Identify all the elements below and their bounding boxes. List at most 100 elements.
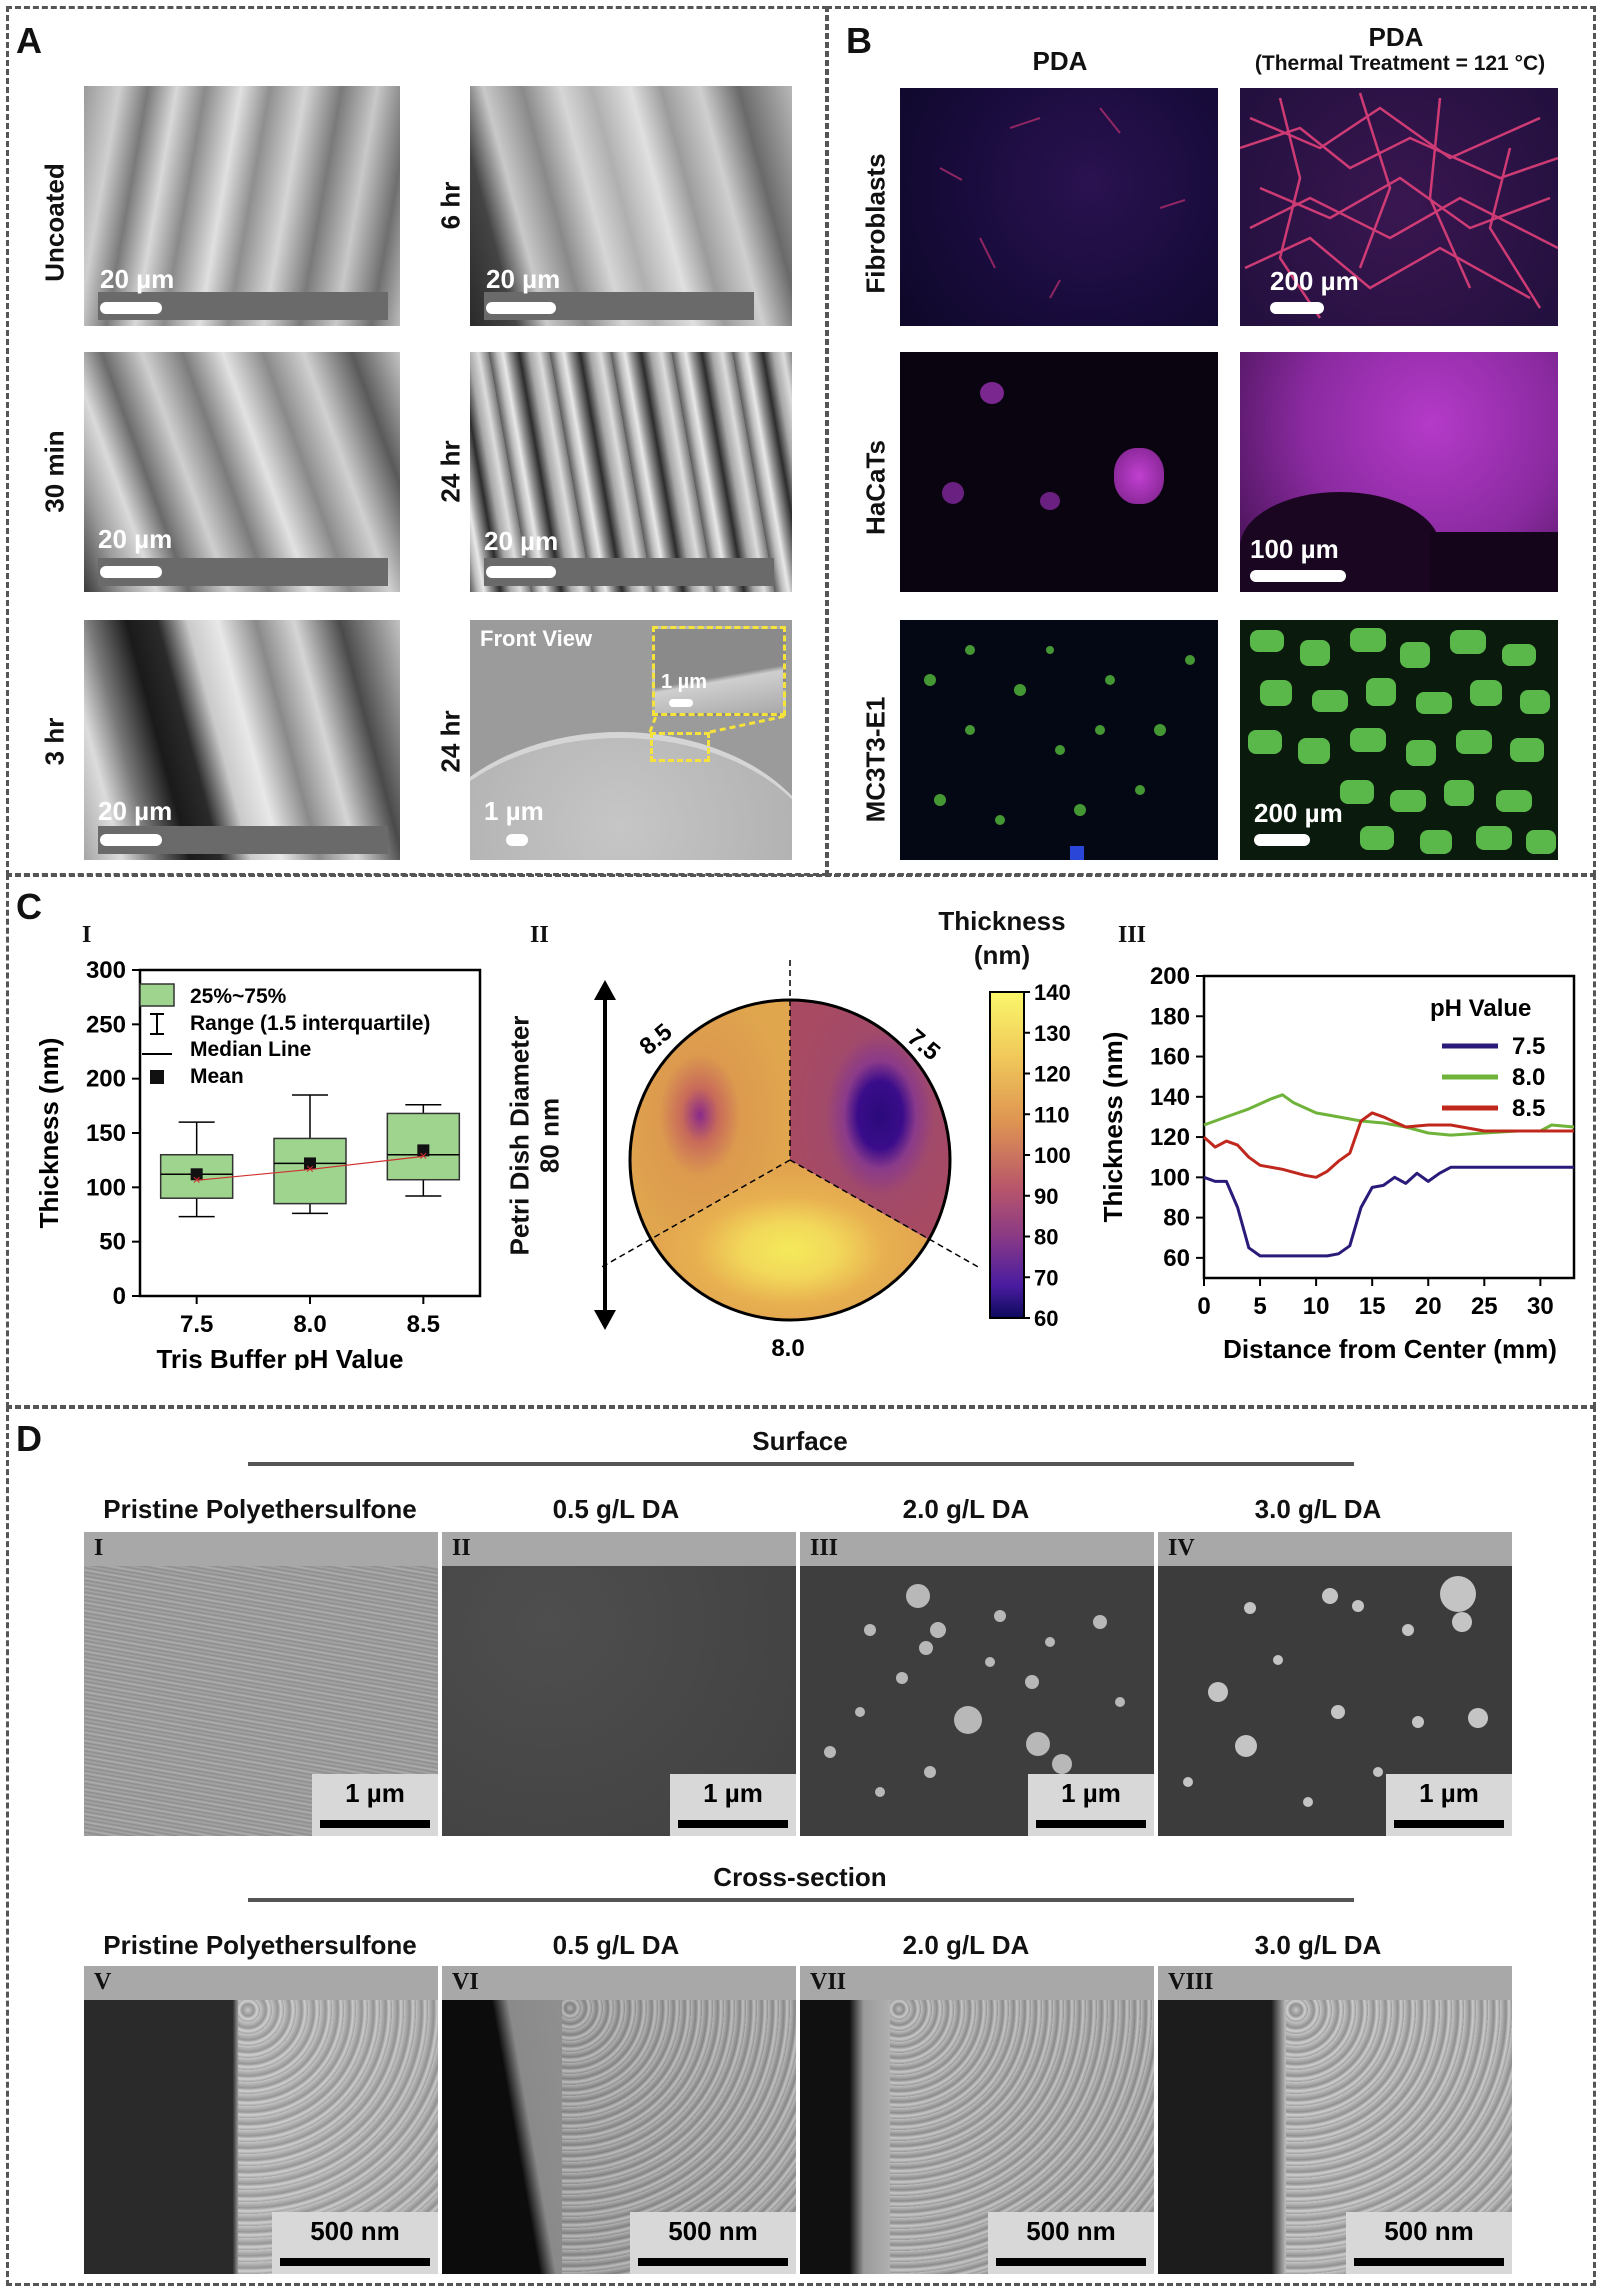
y-tick-label: 100 <box>1150 1164 1190 1191</box>
x-tick-label: 0 <box>1197 1293 1210 1320</box>
x-tick-label: 8.0 <box>293 1311 326 1338</box>
scale-label: 20 µm <box>486 264 561 294</box>
scale-label: 20 µm <box>100 264 175 294</box>
x-tick-label: 8.5 <box>407 1311 440 1338</box>
box-xlabel: Tris Buffer pH Value <box>156 1344 403 1370</box>
row-label: 24 hr <box>435 440 466 503</box>
subpanel-label-iii: III <box>1118 922 1147 948</box>
colorbar-tick-label: 130 <box>1034 1021 1071 1046</box>
mean-trend <box>196 1155 424 1181</box>
mean-marker <box>190 1168 203 1181</box>
sem-surface-30: IV 1 µm <box>1158 1532 1512 1836</box>
sem-image-24hr: 20 µm <box>470 352 792 592</box>
legend-range: Range (1.5 interquartile) <box>190 1012 430 1035</box>
column-title: 2.0 g/L DA <box>902 1930 1030 1960</box>
column-subheader: (Thermal Treatment = 121 °C) <box>1254 52 1546 75</box>
sem-surface-05: II 1 µm <box>442 1532 796 1836</box>
colorbar-tick-label: 100 <box>1034 1143 1071 1168</box>
fluor-hacats-pda <box>900 352 1218 592</box>
colorbar-tick-label: 70 <box>1034 1265 1058 1290</box>
sem-surface-pristine: I 1 µm <box>84 1532 438 1836</box>
x-tick-label: 15 <box>1359 1293 1386 1320</box>
sem-image-uncoated: 20 µm <box>84 86 400 326</box>
legend-series-75: 7.5 <box>1512 1033 1545 1060</box>
colorbar-title: Thickness <box>938 906 1066 936</box>
sem-image-3hr: 20 µm <box>84 620 400 860</box>
scale-label: 500 nm <box>668 2216 758 2246</box>
scale-label: 20 µm <box>98 524 173 554</box>
inset-box: 1 µm <box>652 626 786 716</box>
line-ylabel: Thickness (nm) <box>1100 1032 1128 1223</box>
x-tick-label: 20 <box>1415 1293 1442 1320</box>
column-title: 0.5 g/L DA <box>552 1930 680 1960</box>
fluor-fibroblasts-pda-thermal: 200 µm <box>1240 88 1558 326</box>
colorbar-tick-label: 90 <box>1034 1184 1058 1209</box>
y-tick-label: 120 <box>1150 1124 1190 1151</box>
petri-axis-label: Petri Dish Diameter <box>504 1015 535 1256</box>
divider <box>248 1898 1354 1902</box>
x-tick-label: 30 <box>1527 1293 1554 1320</box>
panel-d-frame <box>6 1406 1596 2286</box>
y-tick-label: 100 <box>86 1174 126 1201</box>
row-label: 3 hr <box>39 717 70 766</box>
scale-label: 1 µm <box>345 1778 405 1808</box>
subpanel-label-i: I <box>82 922 92 948</box>
sem-cross-05: VI 500 nm <box>442 1966 796 2274</box>
row-label: 6 hr <box>435 181 466 230</box>
petri-dish-map: 8.5 7.5 8.0 <box>599 960 981 1360</box>
column-title: Pristine Polyethersulfone <box>103 1494 417 1524</box>
petri-label-80: 8.0 <box>771 1335 804 1360</box>
series-line-75 <box>1203 1165 1574 1258</box>
colorbar-tick-label: 110 <box>1034 1102 1070 1127</box>
column-title: 3.0 g/L DA <box>1254 1494 1382 1524</box>
y-tick-label: 200 <box>1150 963 1190 990</box>
mean-cross: × <box>193 1171 201 1187</box>
sem-image-24hr-front: Front View 1 µm 1 µm <box>470 620 792 860</box>
column-header-pda-thermal: PDA <box>1368 22 1424 52</box>
legend-series-80: 8.0 <box>1512 1064 1545 1091</box>
box-plot: 0 50 100 150 200 250 300 7.5 8.0 8.5 × × × Thickne… <box>34 957 482 1370</box>
box-ylabel: Thickness (nm) <box>34 1038 64 1229</box>
scale-label: 100 µm <box>1250 534 1339 564</box>
row-label-hacats: HaCaTs <box>860 440 891 535</box>
box <box>159 1153 234 1199</box>
colorbar-tick-label: 60 <box>1034 1306 1058 1331</box>
sem-image-6hr: 20 µm <box>470 86 792 326</box>
y-tick-label: 250 <box>86 1011 126 1038</box>
column-header-pda: PDA <box>1032 46 1088 76</box>
tile-tag: VIII <box>1168 1969 1214 1995</box>
column-title: 2.0 g/L DA <box>902 1494 1030 1524</box>
scale-label: 200 µm <box>1254 798 1343 828</box>
scale-label: 1 µm <box>661 671 707 693</box>
tile-tag: I <box>94 1535 104 1561</box>
scale-label: 500 nm <box>310 2216 400 2246</box>
sem-surface-20: III 1 µm <box>800 1532 1154 1836</box>
divider <box>248 1462 1354 1466</box>
scale-label: 1 µm <box>484 796 544 826</box>
tile-tag: VI <box>452 1969 479 1995</box>
front-view-label: Front View <box>480 626 593 651</box>
y-tick-label: 180 <box>1150 1003 1190 1030</box>
fluor-hacats-pda-thermal: 100 µm <box>1240 352 1558 592</box>
mean-marker <box>304 1157 316 1170</box>
mean-cross: × <box>306 1160 314 1176</box>
sem-cross-20: VII 500 nm <box>800 1966 1154 2274</box>
row-label: 30 min <box>39 430 70 513</box>
row-label-mc3t3: MC3T3-E1 <box>860 696 891 823</box>
legend-series-85: 8.5 <box>1512 1095 1545 1122</box>
tile-tag: III <box>810 1535 839 1561</box>
line-xlabel: Distance from Center (mm) <box>1223 1334 1557 1364</box>
scale-label: 1 µm <box>1419 1778 1479 1808</box>
column-title: 3.0 g/L DA <box>1254 1930 1382 1960</box>
diameter-arrow <box>594 980 616 1330</box>
tile-tag: VII <box>810 1969 847 1995</box>
x-tick-label: 7.5 <box>180 1311 213 1338</box>
y-tick-label: 300 <box>86 957 126 984</box>
colorbar-tick-label: 140 <box>1034 980 1071 1005</box>
column-title: 0.5 g/L DA <box>552 1494 680 1524</box>
colorbar: 140 130 120 110 100 90 80 70 60 <box>989 980 1071 1331</box>
y-tick-label: 140 <box>1150 1084 1190 1111</box>
tile-tag: IV <box>1168 1535 1195 1561</box>
colorbar-unit: (nm) <box>973 940 1031 970</box>
y-tick-label: 150 <box>86 1120 126 1147</box>
